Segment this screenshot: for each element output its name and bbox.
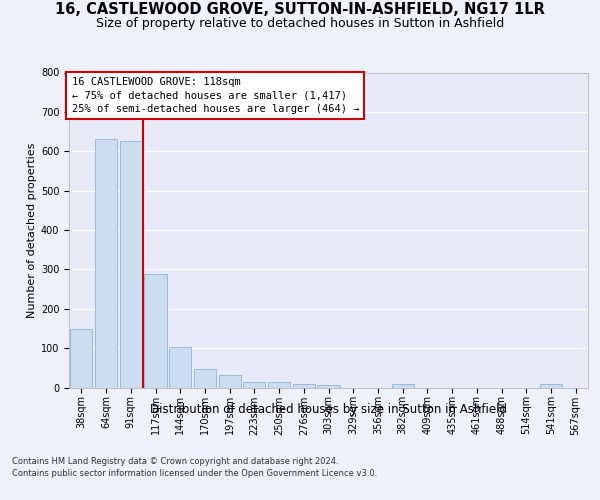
Text: Contains HM Land Registry data © Crown copyright and database right 2024.: Contains HM Land Registry data © Crown c… [12,458,338,466]
Bar [145,274,167,388]
Bar [194,369,216,388]
Bar [293,384,315,388]
Bar [540,384,562,388]
Bar [268,382,290,388]
Text: Contains public sector information licensed under the Open Government Licence v3: Contains public sector information licen… [12,469,377,478]
Bar [169,347,191,388]
Bar [70,329,92,388]
Text: 16, CASTLEWOOD GROVE, SUTTON-IN-ASHFIELD, NG17 1LR: 16, CASTLEWOOD GROVE, SUTTON-IN-ASHFIELD… [55,2,545,18]
Bar [95,138,117,388]
Bar [317,385,340,388]
Text: Size of property relative to detached houses in Sutton in Ashfield: Size of property relative to detached ho… [96,17,504,30]
Bar [119,140,142,388]
Bar [218,376,241,388]
Text: Distribution of detached houses by size in Sutton in Ashfield: Distribution of detached houses by size … [151,402,508,415]
Text: 16 CASTLEWOOD GROVE: 118sqm
← 75% of detached houses are smaller (1,417)
25% of : 16 CASTLEWOOD GROVE: 118sqm ← 75% of det… [71,77,359,114]
Bar [392,384,414,388]
Y-axis label: Number of detached properties: Number of detached properties [26,142,37,318]
Bar [243,382,265,388]
